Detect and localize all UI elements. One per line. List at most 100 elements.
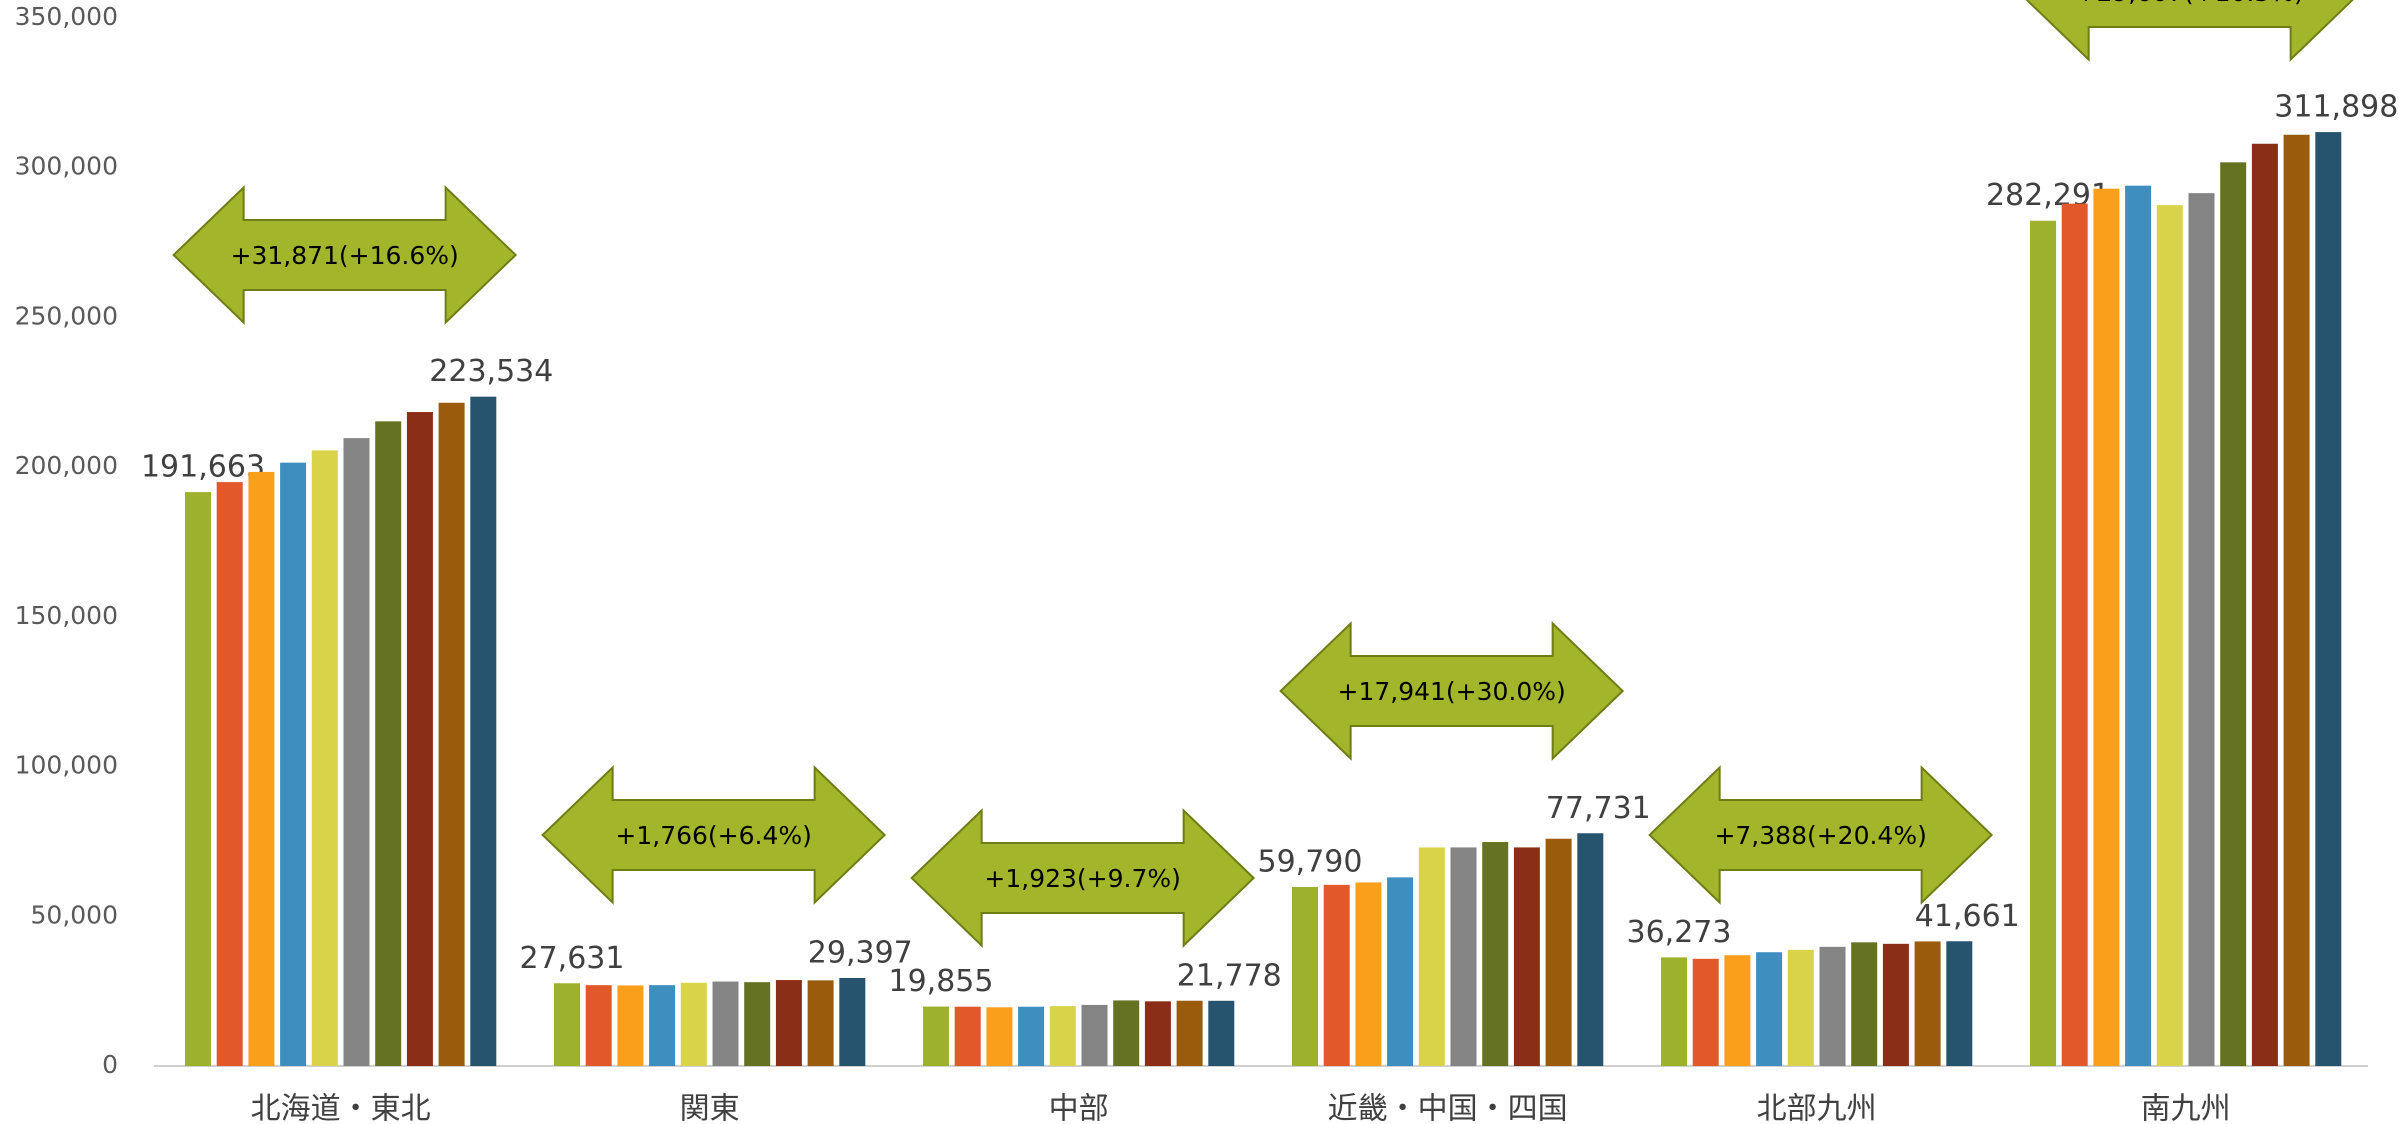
bar — [712, 981, 739, 1066]
data-label: 36,273 — [1627, 915, 1732, 950]
bar — [1851, 942, 1878, 1066]
bar — [1882, 943, 1909, 1066]
bar — [438, 402, 465, 1066]
bar — [1577, 833, 1604, 1066]
data-label: 311,898 — [2274, 90, 2398, 125]
bar — [406, 412, 433, 1067]
bar — [1418, 847, 1445, 1066]
bar — [2188, 193, 2215, 1066]
bar — [986, 1007, 1013, 1066]
bar — [744, 982, 771, 1066]
bar — [649, 985, 676, 1066]
bar — [585, 985, 612, 1066]
bar — [807, 980, 834, 1066]
y-tick-label: 50,000 — [31, 900, 118, 929]
bar — [2251, 143, 2278, 1066]
annotation-arrow — [541, 765, 887, 905]
bar — [1914, 941, 1941, 1066]
bar — [1819, 946, 1846, 1066]
bar — [1323, 884, 1350, 1066]
annotation-text: +7,388(+20.4%) — [1714, 821, 1926, 850]
y-tick-label: 250,000 — [15, 301, 118, 330]
bar — [2283, 134, 2310, 1066]
annotation-arrow — [1648, 765, 1994, 905]
bar — [1787, 949, 1814, 1066]
bar — [1113, 1000, 1140, 1066]
bar — [1946, 941, 1973, 1066]
x-tick-label: 北部九州 — [1757, 1092, 1877, 1124]
bar — [1692, 958, 1719, 1066]
bar — [216, 482, 243, 1067]
y-tick-label: 300,000 — [15, 152, 118, 181]
bar — [470, 396, 497, 1067]
annotation-arrow — [172, 185, 518, 325]
x-tick-label: 関東 — [680, 1092, 740, 1124]
bar — [280, 462, 307, 1066]
data-label: 77,731 — [1546, 791, 1651, 826]
bar — [248, 471, 275, 1066]
bar — [1724, 955, 1751, 1066]
data-label: 21,778 — [1177, 958, 1282, 993]
bar — [1292, 886, 1318, 1066]
annotation-text: +31,871(+16.6%) — [231, 241, 459, 270]
bar — [1081, 1004, 1108, 1066]
x-tick-label: 近畿・中国・四国 — [1328, 1092, 1568, 1124]
data-label: 19,855 — [889, 964, 994, 999]
y-tick-label: 100,000 — [15, 751, 118, 780]
data-label: 191,663 — [141, 450, 265, 485]
x-tick-label: 南九州 — [2141, 1092, 2231, 1124]
annotation-text: +17,941(+30.0%) — [1338, 677, 1566, 706]
data-label: 223,534 — [429, 354, 553, 389]
data-label: 29,397 — [808, 935, 913, 970]
x-tick-label: 中部 — [1049, 1092, 1109, 1124]
bar — [554, 983, 580, 1066]
annotation-text: +1,923(+9.7%) — [984, 864, 1180, 893]
bar — [2061, 203, 2088, 1066]
bar — [775, 980, 802, 1066]
bar — [923, 1006, 949, 1066]
data-label: 27,631 — [520, 941, 625, 976]
y-tick-label: 150,000 — [15, 601, 118, 630]
bar — [2220, 162, 2247, 1066]
y-tick-label: 0 — [102, 1050, 118, 1079]
bar — [1513, 847, 1540, 1066]
annotation-text: +29,607(+10.5%) — [2076, 0, 2304, 7]
y-tick-label: 350,000 — [15, 2, 118, 31]
annotation-arrow — [910, 808, 1256, 948]
bar — [2315, 132, 2342, 1067]
bar — [343, 438, 370, 1067]
data-label: 282,291 — [1986, 178, 2110, 213]
bar — [1144, 1001, 1171, 1066]
bar — [1661, 957, 1687, 1066]
bar — [1049, 1006, 1076, 1066]
y-tick-label: 200,000 — [15, 451, 118, 480]
data-label: 41,661 — [1915, 899, 2020, 934]
annotation-arrow — [1279, 621, 1625, 761]
bar — [2125, 185, 2152, 1066]
bar — [1208, 1000, 1235, 1066]
bar — [954, 1006, 981, 1066]
annotation-arrow — [2025, 0, 2354, 62]
bar — [185, 492, 211, 1067]
bar — [1387, 877, 1414, 1066]
bar — [839, 977, 866, 1066]
bar — [680, 982, 707, 1066]
bar — [2156, 205, 2183, 1067]
bar — [375, 421, 402, 1066]
bar — [1450, 847, 1477, 1066]
bar — [311, 450, 338, 1066]
data-label: 59,790 — [1258, 844, 1363, 879]
bar — [2093, 188, 2120, 1066]
bar — [617, 985, 644, 1066]
x-tick-label: 北海道・東北 — [251, 1092, 431, 1124]
bar — [1482, 842, 1509, 1066]
bar — [1545, 838, 1572, 1066]
bar — [1018, 1006, 1045, 1066]
bar — [2030, 220, 2056, 1066]
annotation-text: +1,766(+6.4%) — [615, 821, 811, 850]
bar — [1355, 882, 1382, 1066]
bar — [1176, 1000, 1203, 1066]
bar — [1756, 952, 1783, 1066]
